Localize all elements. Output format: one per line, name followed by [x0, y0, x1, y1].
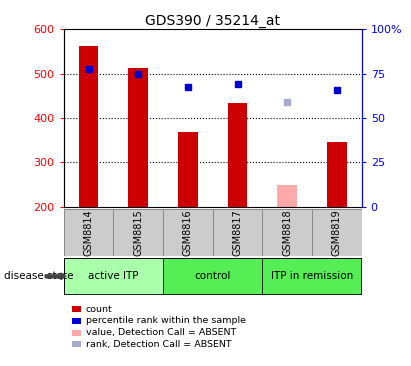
Bar	[262, 209, 312, 256]
Text: GSM8814: GSM8814	[83, 209, 94, 256]
Text: control: control	[194, 271, 231, 281]
Text: GSM8817: GSM8817	[233, 209, 242, 256]
Bar	[327, 142, 347, 207]
Text: GSM8818: GSM8818	[282, 209, 292, 256]
Text: GSM8819: GSM8819	[332, 209, 342, 256]
Bar	[113, 209, 163, 256]
Bar	[163, 258, 262, 295]
Text: value, Detection Call = ABSENT: value, Detection Call = ABSENT	[86, 328, 236, 337]
Bar	[128, 68, 148, 207]
Text: rank, Detection Call = ABSENT: rank, Detection Call = ABSENT	[86, 340, 231, 349]
Bar	[312, 209, 362, 256]
Bar	[213, 209, 262, 256]
Text: percentile rank within the sample: percentile rank within the sample	[86, 317, 246, 325]
Title: GDS390 / 35214_at: GDS390 / 35214_at	[145, 14, 280, 28]
Bar	[228, 102, 247, 207]
Bar	[64, 209, 113, 256]
Text: ITP in remission: ITP in remission	[271, 271, 353, 281]
Text: GSM8815: GSM8815	[133, 209, 143, 256]
Bar	[79, 46, 99, 207]
Bar	[178, 132, 198, 207]
Text: active ITP: active ITP	[88, 271, 139, 281]
Bar	[262, 258, 362, 295]
Text: disease state: disease state	[4, 271, 74, 281]
Text: count: count	[86, 305, 113, 314]
Text: GSM8816: GSM8816	[183, 209, 193, 256]
Bar	[163, 209, 213, 256]
Bar	[277, 186, 297, 207]
Bar	[64, 258, 163, 295]
